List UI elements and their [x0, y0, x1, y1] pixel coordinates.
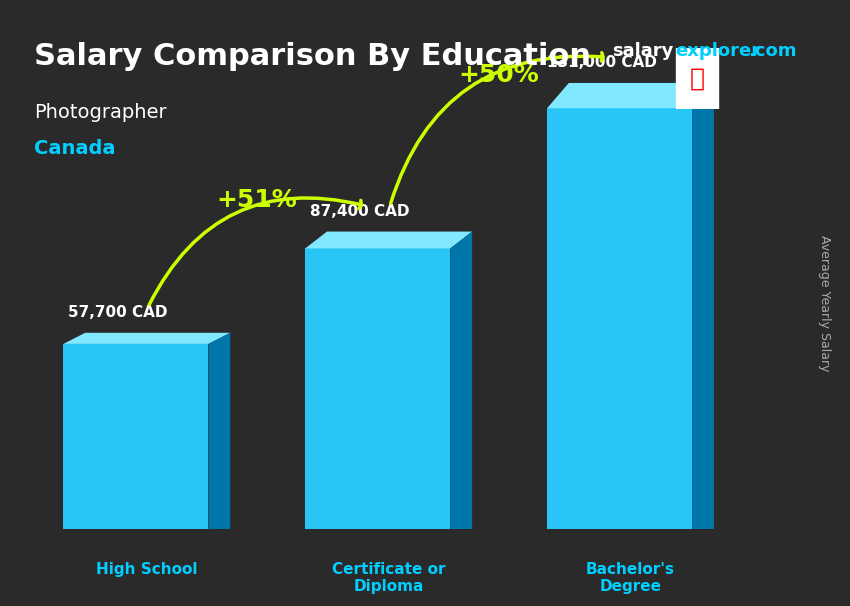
- Text: Certificate or
Diploma: Certificate or Diploma: [332, 562, 445, 594]
- Polygon shape: [64, 344, 208, 530]
- Polygon shape: [305, 231, 472, 248]
- Text: Bachelor's
Degree: Bachelor's Degree: [586, 562, 675, 594]
- Text: 🍁: 🍁: [689, 67, 705, 91]
- Text: Canada: Canada: [34, 139, 116, 158]
- Polygon shape: [547, 108, 692, 530]
- Polygon shape: [450, 231, 472, 530]
- Text: 87,400 CAD: 87,400 CAD: [310, 204, 410, 219]
- Text: explorer: explorer: [676, 42, 761, 61]
- Polygon shape: [547, 83, 714, 108]
- Polygon shape: [305, 248, 450, 530]
- Text: .com: .com: [748, 42, 796, 61]
- Text: 57,700 CAD: 57,700 CAD: [68, 305, 167, 320]
- Text: +51%: +51%: [217, 188, 298, 211]
- Bar: [676, 48, 718, 109]
- Text: Photographer: Photographer: [34, 103, 167, 122]
- Text: +50%: +50%: [458, 64, 539, 87]
- Text: Average Yearly Salary: Average Yearly Salary: [818, 235, 831, 371]
- Text: salary: salary: [612, 42, 673, 61]
- Polygon shape: [692, 83, 714, 530]
- Text: High School: High School: [96, 562, 197, 576]
- Polygon shape: [208, 333, 230, 530]
- Text: Salary Comparison By Education: Salary Comparison By Education: [34, 42, 591, 72]
- Text: 131,000 CAD: 131,000 CAD: [547, 55, 656, 70]
- Polygon shape: [64, 333, 230, 344]
